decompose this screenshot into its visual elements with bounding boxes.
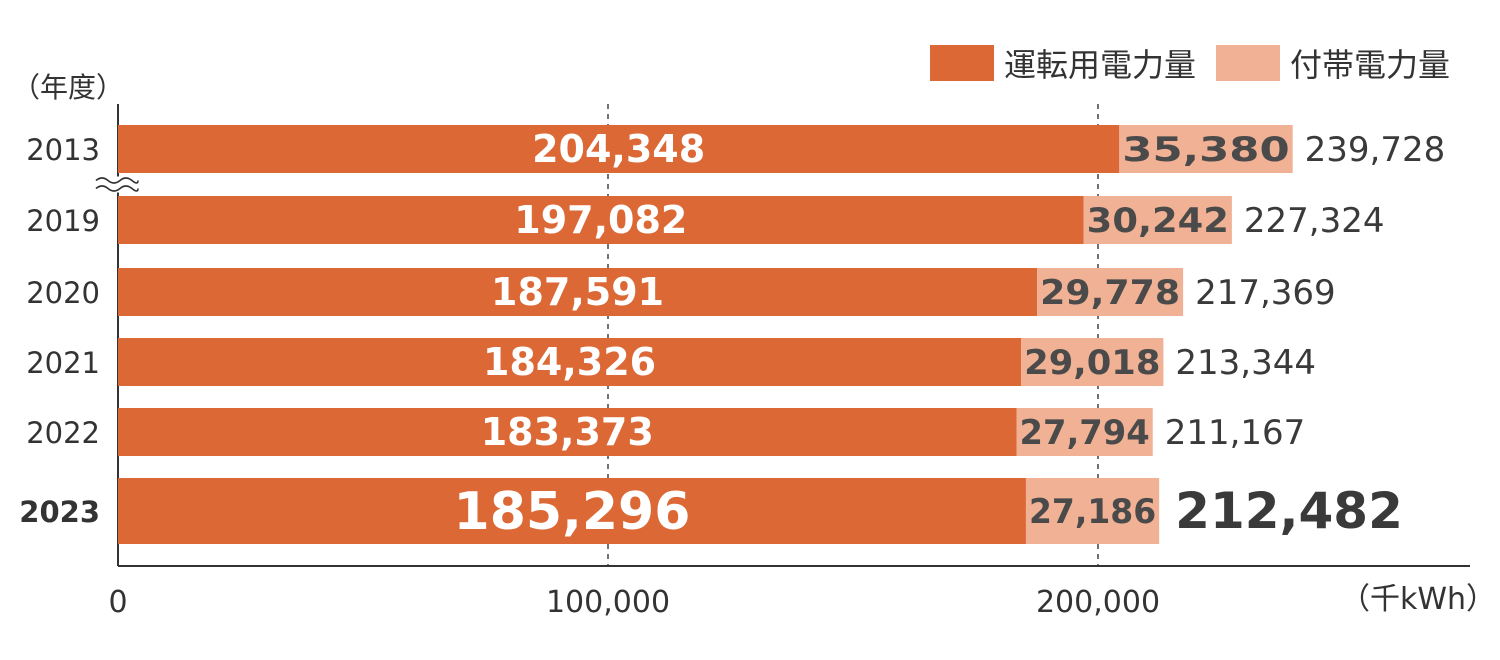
bar-operation-2022 <box>118 408 1017 456</box>
category-label-2023: 2023 <box>19 495 100 529</box>
legend: 運転用電力量 付帯電力量 <box>930 40 1470 86</box>
bar-auxiliary-2022 <box>1016 408 1153 456</box>
value-label-operation-2020: 187,591 <box>491 270 664 314</box>
value-label-total-2021: 213,344 <box>1175 343 1316 383</box>
legend-swatch-auxiliary <box>1216 45 1281 81</box>
bar-auxiliary-2020 <box>1037 268 1184 316</box>
bar-operation-2019 <box>118 196 1084 244</box>
axis-break-wave-1 <box>95 185 139 192</box>
bar-operation-2023 <box>118 478 1026 544</box>
category-label-2022: 2022 <box>26 416 100 450</box>
legend-label-operation: 運転用電力量 <box>1004 46 1197 84</box>
value-label-auxiliary-2021: 29,018 <box>1024 343 1160 383</box>
category-label-2013: 2013 <box>26 133 100 167</box>
value-label-total-2019: 227,324 <box>1244 201 1385 241</box>
axis-break-wave-0 <box>95 177 139 184</box>
value-label-total-2013: 239,728 <box>1305 130 1446 170</box>
value-label-total-2023: 212,482 <box>1175 482 1403 540</box>
value-label-operation-2019: 197,082 <box>514 198 687 242</box>
x-tick-label-2: 200,000 <box>1036 585 1160 620</box>
x-tick-label-0: 0 <box>108 585 127 620</box>
bar-operation-2020 <box>118 268 1038 316</box>
value-label-total-2020: 217,369 <box>1195 273 1336 313</box>
legend-swatch-operation <box>930 45 994 81</box>
bar-auxiliary-2021 <box>1021 338 1164 386</box>
x-axis-unit: （千kWh） <box>1340 582 1497 617</box>
legend-item-auxiliary: 付帯電力量 <box>1216 40 1450 86</box>
legend-item-operation: 運転用電力量 <box>930 40 1196 86</box>
bar-operation-2021 <box>118 338 1022 386</box>
category-label-2020: 2020 <box>26 276 100 310</box>
bar-operation-2013 <box>118 125 1120 173</box>
category-label-2019: 2019 <box>26 204 100 238</box>
axis-break-gap <box>92 176 142 193</box>
legend-label-auxiliary: 付帯電力量 <box>1290 46 1451 84</box>
bar-auxiliary-2019 <box>1083 196 1232 244</box>
value-label-auxiliary-2023: 27,186 <box>1029 492 1156 532</box>
bar-auxiliary-2023 <box>1025 478 1160 544</box>
value-label-auxiliary-2020: 29,778 <box>1040 273 1180 313</box>
bar-auxiliary-2013 <box>1119 125 1293 173</box>
value-label-operation-2013: 204,348 <box>532 127 705 171</box>
value-label-operation-2023: 185,296 <box>454 482 691 542</box>
value-label-total-2022: 211,167 <box>1165 413 1306 453</box>
y-axis-unit: （年度） <box>12 71 125 104</box>
value-label-auxiliary-2013: 35,380 <box>1122 130 1289 170</box>
value-label-auxiliary-2019: 30,242 <box>1087 201 1229 241</box>
value-label-operation-2021: 184,326 <box>483 340 656 384</box>
value-label-operation-2022: 183,373 <box>481 410 654 454</box>
category-label-2021: 2021 <box>26 346 100 380</box>
value-label-auxiliary-2022: 27,794 <box>1020 413 1150 453</box>
x-tick-label-1: 100,000 <box>546 585 670 620</box>
